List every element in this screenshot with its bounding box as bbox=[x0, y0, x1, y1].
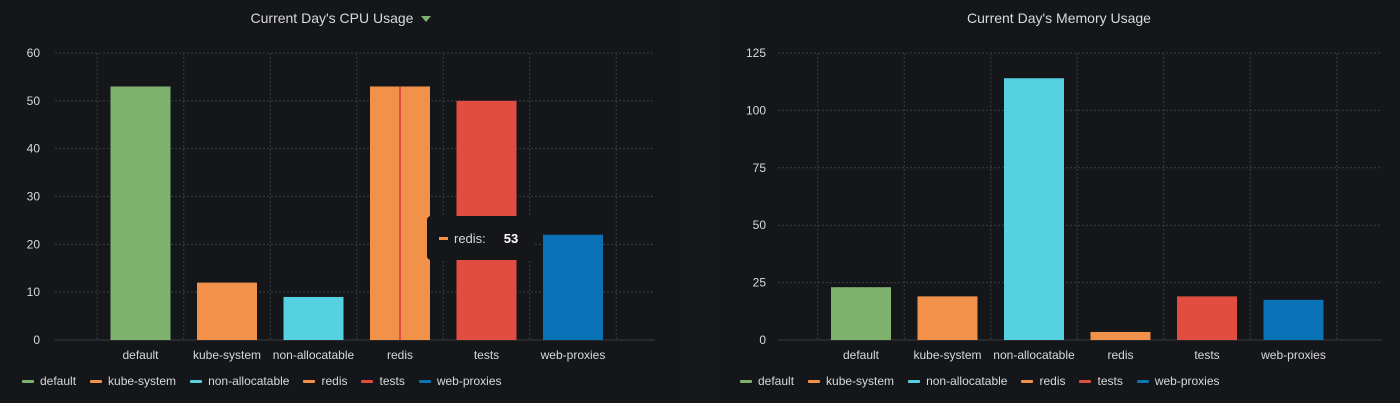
cpu-bar-chart: 0 10 20 30 40 50 60 default kube-system non-alloc… bbox=[27, 46, 655, 362]
y-tick-label: 60 bbox=[27, 46, 41, 60]
y-tick-label: 75 bbox=[753, 161, 767, 175]
y-tick-label: 20 bbox=[27, 237, 41, 251]
y-tick-label: 25 bbox=[753, 276, 767, 290]
legend-item-web-proxies[interactable]: web-proxies bbox=[418, 374, 502, 388]
legend-swatch bbox=[361, 379, 374, 383]
legend-swatch bbox=[1136, 379, 1149, 383]
bar-non-allocatable[interactable] bbox=[1004, 78, 1064, 341]
legend-label: tests bbox=[1097, 374, 1123, 388]
tooltip-series-swatch bbox=[439, 236, 448, 240]
bar-tests[interactable] bbox=[1177, 296, 1237, 340]
legend-label: tests bbox=[379, 374, 405, 388]
panel-title: Current Day's CPU Usage bbox=[250, 10, 414, 26]
x-tick-label: kube-system bbox=[913, 348, 981, 362]
legend-label: redis bbox=[321, 374, 348, 388]
legend-swatch bbox=[1021, 379, 1034, 383]
y-tick-label: 125 bbox=[746, 46, 766, 60]
legend-swatch bbox=[303, 379, 316, 383]
legend-swatch bbox=[22, 379, 34, 383]
legend-item-web-proxies[interactable]: web-proxies bbox=[1136, 374, 1220, 388]
x-tick-label: tests bbox=[474, 348, 499, 362]
bar-default[interactable] bbox=[110, 86, 171, 340]
legend-label: default bbox=[40, 374, 77, 388]
legend-swatch bbox=[418, 379, 431, 383]
legend-swatch bbox=[740, 379, 752, 383]
legend-swatch bbox=[1079, 379, 1092, 383]
caret-down-icon[interactable] bbox=[421, 16, 432, 23]
bar-default[interactable] bbox=[831, 287, 891, 340]
legend-swatch bbox=[908, 379, 921, 383]
legend-label: non-allocatable bbox=[926, 374, 1008, 388]
memory-legend: default kube-system non-allocatable redis te… bbox=[740, 374, 1220, 388]
legend-item-non-allocatable[interactable]: non-allocatable bbox=[908, 374, 1007, 388]
x-tick-label: kube-system bbox=[193, 348, 261, 362]
legend-label: kube-system bbox=[826, 374, 895, 388]
x-tick-label: default bbox=[843, 348, 880, 362]
cpu-usage-panel: Current Day's CPU Usage 0 10 20 30 40 50 60 def… bbox=[0, 0, 682, 403]
y-tick-label: 50 bbox=[27, 94, 41, 108]
x-tick-label: non-allocatable bbox=[273, 348, 355, 362]
bar-non-allocatable[interactable] bbox=[283, 296, 344, 340]
x-tick-label: default bbox=[122, 348, 159, 362]
memory-usage-panel: Current Day's Memory Usage 0 25 50 75 100 125… bbox=[718, 0, 1400, 403]
legend-label: web-proxies bbox=[1154, 374, 1220, 388]
y-tick-label: 50 bbox=[753, 218, 767, 232]
legend-item-tests[interactable]: tests bbox=[361, 374, 405, 388]
tooltip-value: 53 bbox=[503, 230, 519, 246]
y-tick-label: 0 bbox=[759, 333, 766, 347]
legend-item-tests[interactable]: tests bbox=[1079, 374, 1123, 388]
y-tick-label: 40 bbox=[27, 142, 41, 156]
legend-item-default[interactable]: default bbox=[22, 374, 76, 388]
legend-swatch bbox=[808, 379, 821, 383]
y-tick-label: 100 bbox=[746, 103, 766, 117]
bar-kube-system[interactable] bbox=[917, 296, 978, 340]
x-tick-label: redis bbox=[387, 348, 413, 362]
bar-web-proxies[interactable] bbox=[1263, 299, 1324, 340]
legend-item-non-allocatable[interactable]: non-allocatable bbox=[190, 374, 289, 388]
tooltip-series-label: redis: bbox=[454, 230, 486, 246]
x-tick-label: web-proxies bbox=[1260, 348, 1326, 362]
legend-swatch bbox=[190, 379, 203, 383]
legend-item-redis[interactable]: redis bbox=[303, 374, 347, 388]
legend-swatch bbox=[90, 379, 103, 383]
cpu-legend: default kube-system non-allocatable redis te… bbox=[22, 374, 502, 388]
legend-label: redis bbox=[1039, 374, 1066, 388]
x-tick-label: web-proxies bbox=[540, 348, 606, 362]
legend-label: non-allocatable bbox=[208, 374, 290, 388]
bar-redis[interactable] bbox=[1090, 331, 1151, 340]
legend-item-kube-system[interactable]: kube-system bbox=[808, 374, 894, 388]
panel-title: Current Day's Memory Usage bbox=[967, 10, 1151, 26]
bar-kube-system[interactable] bbox=[197, 282, 257, 340]
cpu-panel-title-row[interactable]: Current Day's CPU Usage bbox=[0, 10, 682, 26]
legend-item-kube-system[interactable]: kube-system bbox=[90, 374, 176, 388]
memory-panel-title-row[interactable]: Current Day's Memory Usage bbox=[718, 10, 1400, 26]
bar-web-proxies[interactable] bbox=[543, 234, 603, 340]
x-tick-label: redis bbox=[1107, 348, 1133, 362]
legend-label: web-proxies bbox=[436, 374, 502, 388]
x-tick-label: non-allocatable bbox=[993, 348, 1075, 362]
legend-item-redis[interactable]: redis bbox=[1021, 374, 1065, 388]
x-tick-label: tests bbox=[1194, 348, 1219, 362]
legend-label: kube-system bbox=[108, 374, 177, 388]
y-tick-label: 0 bbox=[33, 333, 40, 347]
legend-label: default bbox=[758, 374, 795, 388]
y-tick-label: 10 bbox=[27, 285, 41, 299]
legend-item-default[interactable]: default bbox=[740, 374, 794, 388]
y-tick-label: 30 bbox=[27, 190, 41, 204]
chart-tooltip: redis: 53 bbox=[427, 216, 535, 260]
memory-bar-chart: 0 25 50 75 100 125 default kube-system non-alloc… bbox=[746, 46, 1382, 362]
